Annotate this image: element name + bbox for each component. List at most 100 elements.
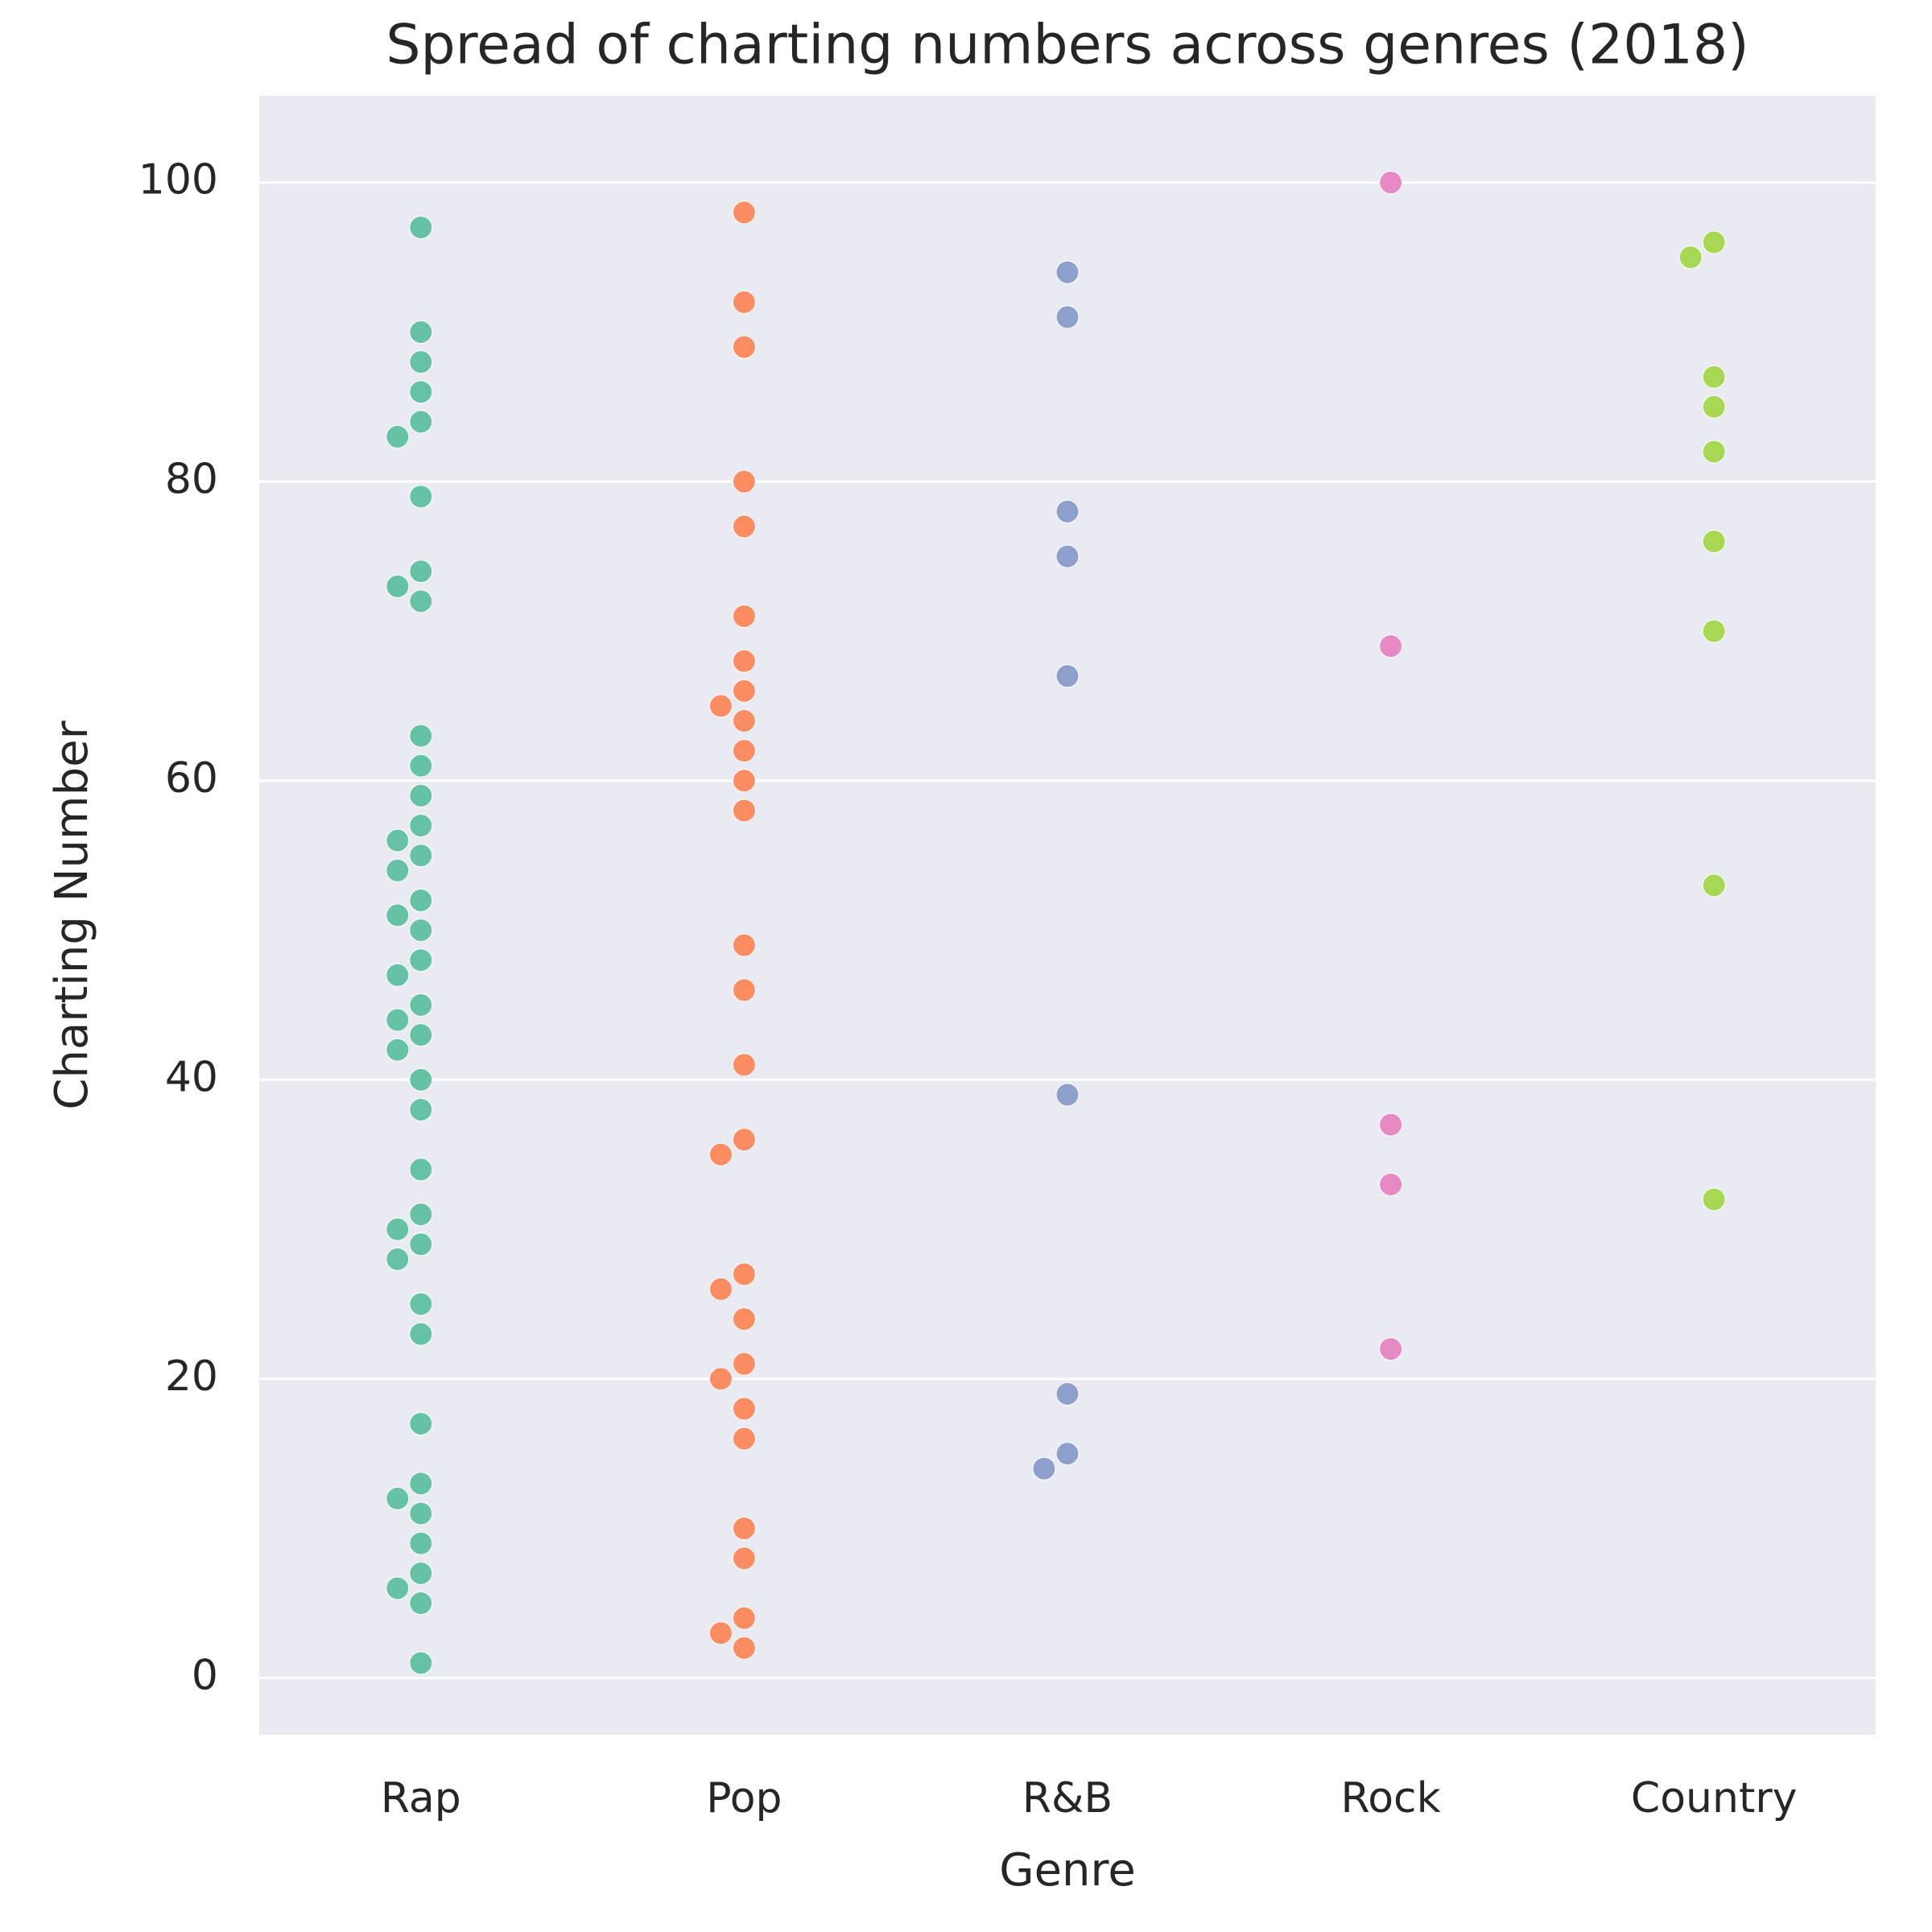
data-point <box>409 350 433 374</box>
data-point <box>732 649 756 673</box>
data-point <box>708 1621 733 1645</box>
data-point <box>409 1531 433 1555</box>
data-point <box>1055 1381 1080 1406</box>
y-tick-label: 20 <box>165 1352 218 1401</box>
data-point <box>732 679 756 703</box>
y-axis-label: Charting Number <box>46 720 98 1109</box>
data-point <box>1055 1083 1080 1107</box>
data-point <box>732 709 756 733</box>
data-point <box>1379 1113 1403 1137</box>
data-point <box>732 1636 756 1660</box>
data-point <box>708 1277 733 1301</box>
data-point <box>1055 544 1080 568</box>
y-tick-label: 100 <box>138 156 218 204</box>
data-point <box>409 215 433 239</box>
x-axis-label: Genre <box>999 1844 1136 1897</box>
data-point <box>732 1307 756 1331</box>
data-point <box>386 903 410 927</box>
data-point <box>1702 530 1726 554</box>
data-point <box>409 993 433 1017</box>
data-point <box>409 1292 433 1316</box>
data-point <box>409 1412 433 1436</box>
data-point <box>409 485 433 509</box>
data-point <box>409 559 433 584</box>
data-point <box>409 919 433 943</box>
data-point <box>732 978 756 1002</box>
data-point <box>409 1501 433 1525</box>
data-point <box>409 814 433 838</box>
data-point <box>409 724 433 748</box>
data-point <box>732 1606 756 1630</box>
data-point <box>409 1651 433 1675</box>
data-point <box>732 335 756 359</box>
data-point <box>732 1352 756 1376</box>
data-point <box>1702 440 1726 464</box>
chart-title: Spread of charting numbers across genres… <box>386 14 1748 77</box>
data-point <box>386 574 410 598</box>
data-point <box>1055 305 1080 329</box>
data-point <box>386 858 410 882</box>
data-point <box>1702 873 1726 898</box>
data-point <box>1379 1337 1403 1361</box>
data-point <box>1379 1172 1403 1196</box>
data-point <box>409 1472 433 1496</box>
data-point <box>409 753 433 778</box>
data-point <box>386 1576 410 1600</box>
data-point <box>409 589 433 613</box>
data-point <box>1379 171 1403 195</box>
data-point <box>1379 634 1403 658</box>
data-point <box>1055 664 1080 688</box>
y-tick-label: 40 <box>165 1053 218 1101</box>
data-point <box>386 425 410 449</box>
data-point <box>409 1158 433 1182</box>
data-point <box>732 799 756 823</box>
data-point <box>1032 1456 1056 1480</box>
data-point <box>409 1067 433 1092</box>
data-point <box>409 380 433 404</box>
data-point <box>1702 230 1726 254</box>
data-point <box>732 604 756 628</box>
x-tick-label: Rap <box>381 1774 461 1823</box>
data-point <box>732 1262 756 1286</box>
data-point <box>409 410 433 434</box>
x-tick-label: R&B <box>1022 1774 1113 1823</box>
data-point <box>732 514 756 539</box>
data-point <box>409 320 433 345</box>
data-point <box>732 933 756 957</box>
data-point <box>708 1142 733 1166</box>
data-point <box>386 1486 410 1510</box>
data-point <box>732 200 756 225</box>
data-point <box>732 1397 756 1421</box>
data-point <box>1702 394 1726 419</box>
data-point <box>732 1426 756 1451</box>
data-point <box>732 739 756 763</box>
data-point <box>409 1232 433 1257</box>
y-tick-label: 80 <box>165 455 218 503</box>
data-point <box>732 1053 756 1077</box>
data-point <box>409 888 433 912</box>
data-point <box>732 290 756 314</box>
data-point <box>1702 1187 1726 1212</box>
data-point <box>708 694 733 718</box>
data-point <box>1678 246 1703 270</box>
data-point <box>732 1546 756 1571</box>
data-point <box>409 844 433 868</box>
x-tick-label: Country <box>1631 1774 1798 1823</box>
data-point <box>732 469 756 493</box>
data-point <box>386 963 410 987</box>
data-point <box>409 1591 433 1616</box>
data-point <box>732 1128 756 1152</box>
data-point <box>409 783 433 807</box>
data-point <box>386 828 410 852</box>
data-point <box>386 1038 410 1062</box>
data-point <box>409 1023 433 1047</box>
data-point <box>409 1322 433 1346</box>
data-point <box>386 1217 410 1241</box>
x-tick-label: Pop <box>706 1774 782 1823</box>
data-point <box>409 1203 433 1227</box>
data-point <box>386 1008 410 1032</box>
data-point <box>1055 499 1080 523</box>
data-point <box>1055 1442 1080 1466</box>
x-tick-label: Rock <box>1340 1774 1440 1823</box>
